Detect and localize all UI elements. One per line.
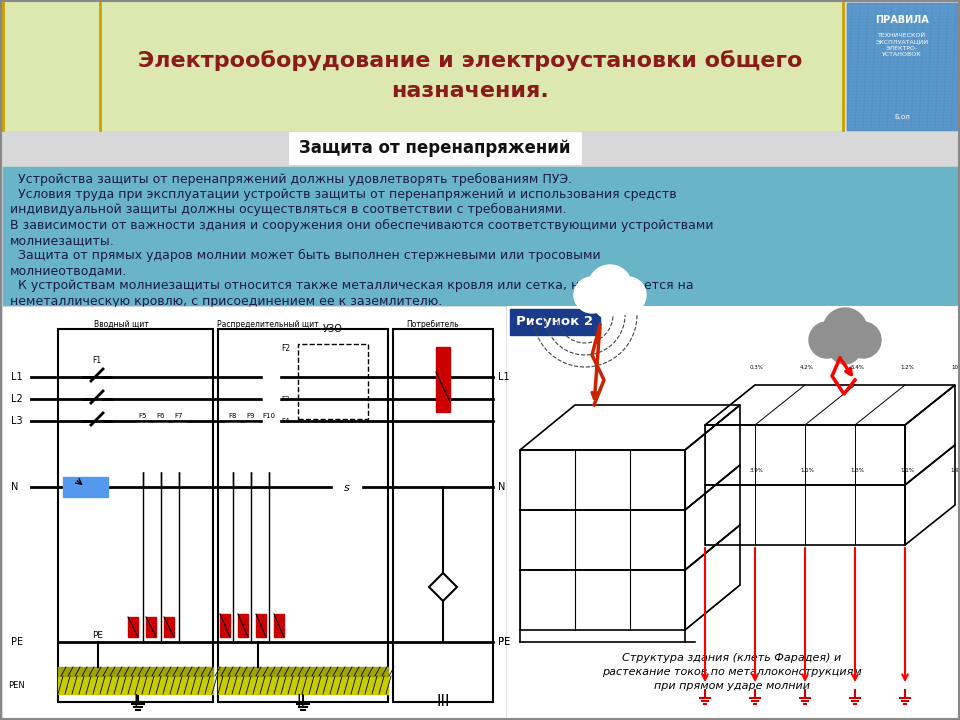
Text: ПРАВИЛА: ПРАВИЛА	[876, 15, 929, 25]
Text: Условия труда при эксплуатации устройств защиты от перенапряжений и использовани: Условия труда при эксплуатации устройств…	[10, 188, 677, 201]
Text: В зависимости от важности здания и сооружения они обеспечиваются соответствующим: В зависимости от важности здания и соору…	[10, 219, 713, 232]
Text: индивидуальной защиты должны осуществляться в соответствии с требованиями.: индивидуальной защиты должны осуществлят…	[10, 203, 566, 217]
Bar	[262, 423, 276, 471]
Bar	[263, 391, 279, 407]
Bar	[172, 423, 186, 471]
Text: 10%: 10%	[951, 365, 960, 370]
Text: F2: F2	[281, 344, 290, 353]
Bar	[63, 477, 108, 497]
Bar	[154, 423, 168, 471]
Text: PE: PE	[11, 637, 23, 647]
Circle shape	[588, 265, 632, 309]
Polygon shape	[274, 614, 284, 637]
Text: Защита от перенапряжений: Защита от перенапряжений	[300, 139, 571, 157]
Text: F9: F9	[247, 413, 255, 419]
Circle shape	[845, 322, 881, 358]
Text: F7: F7	[175, 413, 183, 419]
Text: PEN: PEN	[8, 680, 25, 690]
Polygon shape	[128, 617, 138, 637]
Text: назначения.: назначения.	[391, 81, 549, 101]
Text: L1: L1	[498, 372, 510, 382]
Text: 0.3%: 0.3%	[750, 365, 764, 370]
Bar	[298, 344, 368, 419]
Circle shape	[574, 277, 610, 313]
Text: неметаллическую кровлю, с присоединением ее к заземлителю.: неметаллическую кровлю, с присоединением…	[10, 294, 443, 307]
Text: III: III	[436, 694, 449, 709]
Bar	[393, 329, 493, 702]
Bar	[3, 3, 843, 130]
Bar	[263, 355, 279, 399]
Text: Электрооборудование и электроустановки общего: Электрооборудование и электроустановки о…	[138, 50, 803, 71]
Circle shape	[594, 287, 626, 319]
Text: F3: F3	[281, 396, 290, 402]
Text: N: N	[498, 482, 505, 492]
Text: Защита от прямых ударов молнии может быть выполнен стержневыми или тросовыми: Защита от прямых ударов молнии может быт…	[10, 249, 601, 262]
Circle shape	[610, 277, 646, 313]
Text: 1.9%: 1.9%	[950, 467, 960, 472]
Bar	[218, 329, 388, 702]
Polygon shape	[256, 614, 266, 637]
Text: Распределительный щит: Распределительный щит	[217, 320, 319, 329]
Text: I: I	[133, 694, 138, 709]
Text: Структура здания (клеть Фарадея) и
растекание токов по металлоконструкциям
при п: Структура здания (клеть Фарадея) и расте…	[602, 653, 862, 691]
Polygon shape	[146, 617, 156, 637]
Text: молниезащиты.: молниезащиты.	[10, 234, 115, 247]
Text: Вводный щит: Вводный щит	[94, 320, 149, 329]
Bar	[3, 307, 505, 717]
Text: молниеотводами.: молниеотводами.	[10, 264, 128, 277]
Bar	[847, 3, 957, 130]
Bar	[847, 3, 957, 130]
Text: Потребитель: Потребитель	[407, 320, 459, 329]
Text: Б.ол: Б.ол	[894, 114, 910, 120]
Text: Рисунок 2: Рисунок 2	[516, 315, 593, 328]
Text: Устройства защиты от перенапряжений должны удовлетворять требованиям ПУЭ.: Устройства защиты от перенапряжений долж…	[10, 173, 572, 186]
Text: 1.1%: 1.1%	[800, 467, 814, 472]
Bar	[333, 474, 361, 502]
Text: F5: F5	[139, 413, 147, 419]
Circle shape	[823, 308, 867, 352]
Bar	[58, 329, 213, 702]
Text: F10: F10	[262, 413, 276, 419]
Text: F1: F1	[92, 356, 102, 365]
Text: 5.4%: 5.4%	[850, 365, 864, 370]
Polygon shape	[238, 614, 248, 637]
Polygon shape	[220, 614, 230, 637]
Text: L2: L2	[12, 394, 23, 404]
Bar	[218, 676, 388, 694]
Text: PE: PE	[92, 631, 103, 640]
Text: 1.3%: 1.3%	[850, 467, 864, 472]
Circle shape	[829, 332, 861, 364]
Text: PE: PE	[498, 637, 510, 647]
Text: 3.9%: 3.9%	[750, 467, 764, 472]
Circle shape	[809, 322, 845, 358]
Bar	[218, 667, 388, 676]
Text: L1: L1	[12, 372, 23, 382]
Bar	[58, 667, 213, 676]
Text: К устройствам молниезащиты относится также металлическая кровля или сетка, накла: К устройствам молниезащиты относится так…	[10, 279, 694, 292]
Text: 1.2%: 1.2%	[900, 365, 914, 370]
Text: УЗО: УЗО	[324, 324, 343, 334]
Bar	[136, 423, 150, 471]
Bar	[263, 413, 279, 429]
Text: L3: L3	[12, 416, 23, 426]
Bar	[508, 307, 957, 717]
Text: N: N	[11, 482, 18, 492]
Bar	[3, 167, 957, 305]
Text: F4: F4	[281, 418, 289, 424]
Text: II: II	[297, 694, 305, 709]
Text: ТЕХНИЧЕСКОЙ
ЭКСПЛУАТАЦИИ
ЭЛЕКТРО-
УСТАНОВОК: ТЕХНИЧЕСКОЙ ЭКСПЛУАТАЦИИ ЭЛЕКТРО- УСТАНО…	[876, 32, 928, 58]
Text: s: s	[344, 483, 349, 493]
Text: PE: PE	[498, 637, 510, 647]
Bar	[510, 309, 600, 335]
Text: 1.1%: 1.1%	[900, 467, 914, 472]
Bar	[244, 423, 258, 471]
Bar	[436, 347, 450, 412]
Polygon shape	[164, 617, 174, 637]
Text: F6: F6	[156, 413, 165, 419]
Bar	[290, 133, 580, 163]
Bar	[58, 676, 213, 694]
Bar	[226, 423, 240, 471]
Text: F8: F8	[228, 413, 237, 419]
Text: 4.2%: 4.2%	[800, 365, 814, 370]
